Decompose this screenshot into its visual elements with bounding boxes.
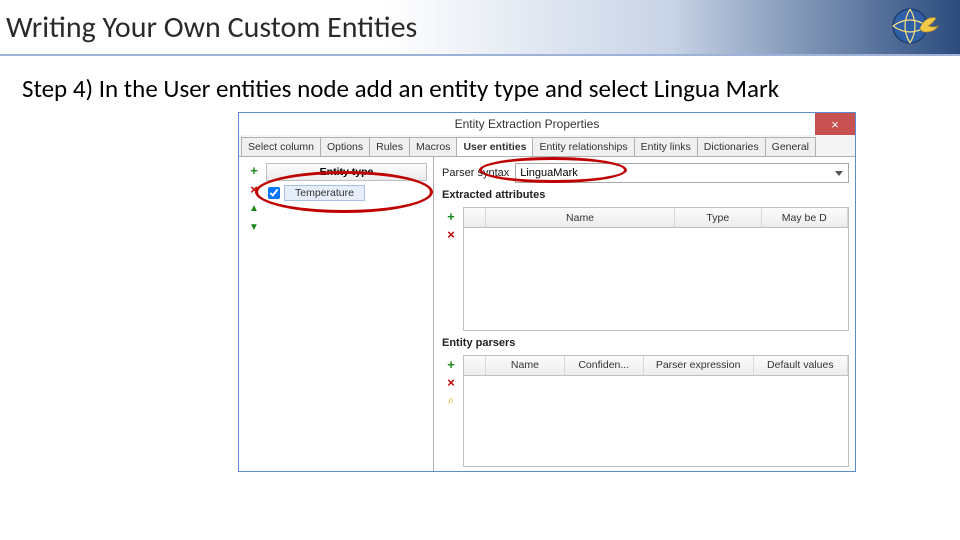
tab-entity-links[interactable]: Entity links	[634, 137, 698, 156]
tab-rules[interactable]: Rules	[369, 137, 410, 156]
close-icon: ×	[831, 117, 839, 132]
entity-row[interactable]: Temperature	[266, 183, 427, 203]
remove-attribute-button[interactable]: ×	[444, 227, 459, 242]
remove-entity-button[interactable]: ×	[247, 182, 262, 197]
move-up-button[interactable]: ▲	[247, 201, 262, 216]
col-maybed[interactable]: May be D	[762, 208, 848, 227]
col-defaults[interactable]: Default values	[754, 356, 848, 375]
tab-general[interactable]: General	[765, 137, 816, 156]
add-attribute-button[interactable]: +	[444, 209, 459, 224]
slide-title: Writing Your Own Custom Entities	[6, 9, 417, 46]
remove-parser-button[interactable]: ×	[444, 375, 459, 390]
col-pname[interactable]: Name	[486, 356, 565, 375]
entity-enabled-checkbox[interactable]	[268, 187, 280, 199]
col-type[interactable]: Type	[675, 208, 761, 227]
tab-entity-relationships[interactable]: Entity relationships	[532, 137, 634, 156]
brand-logo	[890, 6, 946, 46]
grid-stub2	[464, 356, 486, 375]
tab-user-entities[interactable]: User entities	[456, 137, 533, 156]
parser-syntax-value: LinguaMark	[520, 167, 577, 179]
entity-parsers-grid[interactable]: Name Confiden... Parser expression Defau…	[463, 355, 849, 467]
move-down-button[interactable]: ▼	[247, 220, 262, 235]
tab-dictionaries[interactable]: Dictionaries	[697, 137, 766, 156]
extracted-attributes-label: Extracted attributes	[442, 189, 849, 201]
parser-syntax-row: Parser syntax LinguaMark	[442, 163, 849, 183]
col-conf[interactable]: Confiden...	[565, 356, 644, 375]
col-name[interactable]: Name	[486, 208, 675, 227]
window-title: Entity Extraction Properties	[239, 117, 815, 131]
window-title-bar: Entity Extraction Properties ×	[239, 113, 855, 135]
parser-link-button[interactable]: ⌕	[444, 393, 459, 408]
close-button[interactable]: ×	[815, 113, 855, 135]
entity-row-label: Temperature	[284, 185, 365, 201]
add-parser-button[interactable]: +	[444, 357, 459, 372]
extracted-attributes-grid[interactable]: Name Type May be D	[463, 207, 849, 331]
slide-title-bar: Writing Your Own Custom Entities	[0, 0, 960, 56]
entity-parsers-label: Entity parsers	[442, 337, 849, 349]
properties-window: Entity Extraction Properties × Select co…	[238, 112, 856, 472]
tab-select-column[interactable]: Select column	[241, 137, 321, 156]
tab-strip: Select column Options Rules Macros User …	[239, 135, 855, 157]
tab-options[interactable]: Options	[320, 137, 370, 156]
parser-syntax-dropdown[interactable]: LinguaMark	[515, 163, 849, 183]
entity-type-header: Entity type	[266, 163, 427, 181]
add-entity-button[interactable]: +	[247, 163, 262, 178]
grid-stub	[464, 208, 486, 227]
parser-syntax-label: Parser syntax	[442, 167, 509, 179]
col-expr[interactable]: Parser expression	[644, 356, 754, 375]
entity-type-pane: + × ▲ ▼ Entity type Temperature	[239, 157, 434, 471]
tab-macros[interactable]: Macros	[409, 137, 457, 156]
step-text: Step 4) In the User entities node add an…	[0, 56, 920, 114]
